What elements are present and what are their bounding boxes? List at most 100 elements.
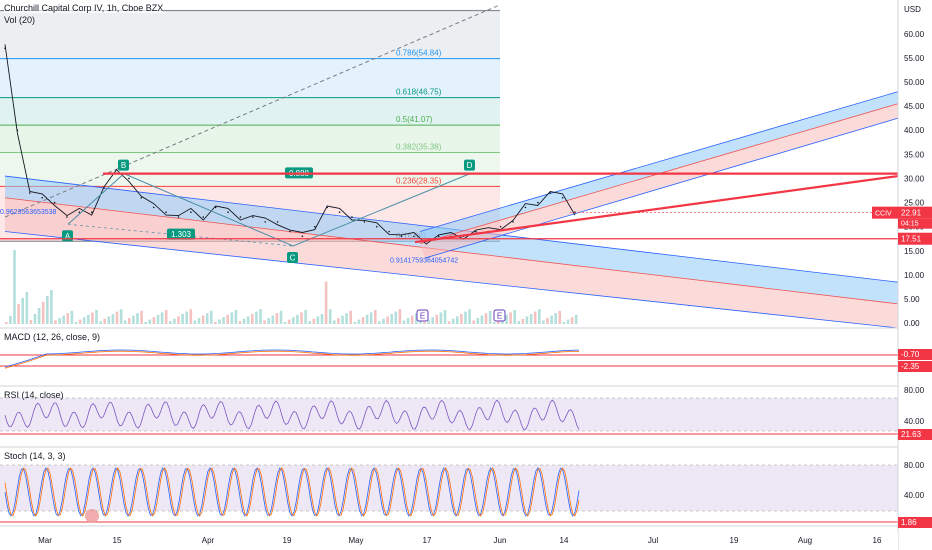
channel-edge xyxy=(4,197,899,305)
fib-level-label: 0.786(54.84) xyxy=(396,49,442,58)
up-channel-lower xyxy=(420,103,898,259)
fib-level-label: 0.5(41.07) xyxy=(396,115,433,124)
volume-bar xyxy=(205,313,209,324)
price-point xyxy=(103,187,105,189)
volume-bar xyxy=(99,321,102,324)
volume-bar xyxy=(123,320,127,324)
earnings-marker-label: E xyxy=(497,312,502,321)
price-point xyxy=(561,196,564,199)
time-tick: 16 xyxy=(873,536,882,545)
volume-bar xyxy=(447,321,451,324)
volume-bar xyxy=(234,310,238,324)
time-tick: Apr xyxy=(202,536,215,545)
volume-bar xyxy=(316,316,320,324)
volume-bar xyxy=(533,311,537,324)
price-point xyxy=(326,206,328,209)
macd-value-2 xyxy=(898,361,932,372)
volume-bar xyxy=(242,318,246,324)
time-tick: Mar xyxy=(38,536,52,545)
volume-bar xyxy=(41,302,45,324)
price-point xyxy=(202,216,205,218)
volume-bar xyxy=(542,320,545,324)
volume-bar xyxy=(439,312,443,324)
down-channel-lower xyxy=(5,197,898,328)
volume-bar xyxy=(386,316,389,324)
price-point xyxy=(177,216,180,218)
rsi-title[interactable]: RSI (14, close) xyxy=(4,390,64,400)
fib-band xyxy=(0,152,500,187)
point-b-label: B xyxy=(121,161,126,170)
volume-bar xyxy=(312,318,316,324)
fib-band xyxy=(0,58,500,98)
volume-bar xyxy=(304,310,307,324)
volume-bar xyxy=(538,309,541,324)
price-point xyxy=(375,225,378,228)
macd-title[interactable]: MACD (12, 26, close, 9) xyxy=(4,332,101,342)
volume-bar xyxy=(529,314,533,324)
countdown-badge-text: 04:15 xyxy=(901,221,919,228)
price-tick: 55.00 xyxy=(904,54,925,63)
time-tick: Aug xyxy=(798,536,812,545)
volume-bar xyxy=(111,314,115,324)
volume-bar xyxy=(488,310,492,324)
volume-bar xyxy=(259,309,262,324)
volume-bar xyxy=(156,314,160,324)
price-tick: 40.00 xyxy=(904,126,925,135)
volume-bar xyxy=(185,311,188,324)
price-point xyxy=(190,211,192,214)
volume-bar xyxy=(201,315,205,324)
point-d-badge xyxy=(464,159,475,171)
volume-bar xyxy=(246,316,250,324)
volume-bar xyxy=(525,316,529,324)
volume-bar xyxy=(361,317,365,324)
price-point xyxy=(140,196,143,199)
price-point xyxy=(276,221,279,223)
volume-bar xyxy=(271,315,275,324)
rsi-tick: 40.00 xyxy=(904,417,925,426)
volume-bar xyxy=(570,317,574,324)
time-axis xyxy=(0,532,898,550)
volume-label[interactable]: Vol (20) xyxy=(4,15,36,25)
volume-bar xyxy=(546,318,549,324)
volume-bar xyxy=(177,316,180,324)
volume-bar xyxy=(353,322,357,324)
volume-bar xyxy=(78,319,82,324)
countdown-badge xyxy=(898,218,932,229)
symbol-badge-text: CCIV xyxy=(875,211,892,218)
chart-title: Churchill Capital Corp IV, 1h, Cboe BZX xyxy=(4,3,164,13)
fib-band xyxy=(0,9,500,59)
harmonic-ac-line xyxy=(67,223,294,247)
volume-bar xyxy=(275,313,279,324)
volume-bar xyxy=(464,311,467,324)
fib-band xyxy=(0,125,500,153)
point-d-label: D xyxy=(467,161,473,170)
symbol-title[interactable]: Churchill Capital Corp IV, 1h, Cboe BZX xyxy=(4,3,164,13)
rising-trend-line xyxy=(414,174,899,244)
price-tick: 0.00 xyxy=(904,319,920,328)
price-point xyxy=(524,206,527,209)
price-point xyxy=(227,211,229,214)
volume-bar xyxy=(492,322,496,324)
volume-bar xyxy=(333,320,336,324)
volume-bar xyxy=(140,310,143,324)
volume-bar xyxy=(328,309,332,324)
point-c-badge xyxy=(287,252,298,263)
volume-bar xyxy=(222,317,225,324)
macd-signal-series xyxy=(4,350,580,369)
volume-bar xyxy=(115,311,119,324)
stoch-title[interactable]: Stoch (14, 3, 3) xyxy=(4,451,66,461)
price-point xyxy=(363,221,366,223)
volume-bar xyxy=(17,304,20,324)
volume-bar xyxy=(21,298,24,324)
volume-bar xyxy=(5,322,8,324)
volume-bar xyxy=(58,318,61,324)
price-point xyxy=(152,206,155,209)
price-point xyxy=(78,211,81,214)
price-point xyxy=(338,211,341,214)
time-tick: May xyxy=(348,536,363,545)
fib-band xyxy=(0,97,500,126)
volume-bar xyxy=(9,316,12,324)
volume-bar xyxy=(128,318,131,324)
time-tick: Jul xyxy=(648,536,658,545)
